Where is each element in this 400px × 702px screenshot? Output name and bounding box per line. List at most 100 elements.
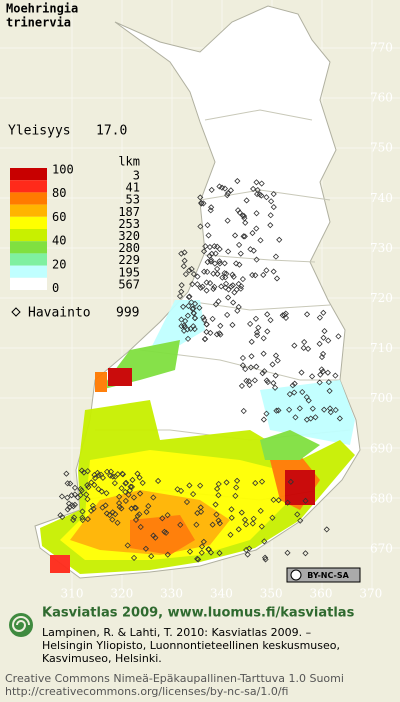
y-axis-label: 690 (370, 441, 393, 455)
observation-marker (69, 502, 76, 509)
observation-marker (224, 217, 231, 224)
observation-marker (228, 514, 235, 521)
observation-marker (212, 301, 220, 308)
scale-label: 100 (52, 163, 74, 177)
observation-marker (202, 243, 209, 250)
observation-marker (92, 475, 99, 482)
observation-marker (191, 300, 199, 307)
observation-marker (247, 364, 254, 371)
count-label: 3 (133, 169, 140, 183)
observation-marker (228, 283, 235, 290)
observation-marker (251, 377, 258, 384)
observation-marker (90, 505, 97, 512)
observation-marker (103, 510, 110, 517)
observation-marker (190, 309, 197, 316)
observation-marker (197, 194, 204, 201)
legend-swatch (10, 265, 47, 278)
observation-marker (132, 504, 139, 512)
observation-marker (206, 252, 213, 259)
observation-marker (275, 407, 282, 414)
observation-marker (103, 490, 110, 497)
observation-marker (270, 496, 277, 503)
observation-marker (263, 267, 270, 274)
observation-marker (209, 521, 216, 528)
observation-marker (253, 179, 260, 186)
observation-marker (234, 307, 241, 314)
observation-marker (319, 368, 327, 375)
observation-marker (180, 263, 187, 270)
observation-marker (326, 387, 333, 394)
observation-marker (282, 310, 289, 317)
observation-marker (198, 199, 205, 206)
observation-marker (57, 512, 64, 519)
observation-markers (57, 177, 343, 563)
observation-marker (229, 271, 236, 278)
observation-marker (98, 488, 105, 495)
observation-marker (325, 379, 332, 386)
observation-marker (64, 480, 71, 487)
observation-marker (273, 407, 280, 414)
observation-marker (260, 271, 267, 279)
observation-marker (181, 249, 188, 256)
observation-marker (289, 382, 296, 389)
observation-marker (216, 550, 223, 557)
observation-marker (176, 293, 184, 300)
observation-marker (267, 222, 274, 229)
observation-marker (183, 498, 191, 506)
observation-marker (210, 270, 217, 277)
observation-marker (225, 248, 232, 255)
observation-marker (253, 191, 261, 198)
count-label: 253 (118, 217, 140, 231)
observation-marker (216, 520, 223, 527)
observation-marker (291, 342, 298, 349)
observation-marker (130, 554, 138, 561)
observation-marker (83, 491, 90, 498)
observation-marker (241, 516, 249, 523)
observation-marker (269, 514, 276, 521)
observation-marker (215, 517, 222, 524)
observation-marker (320, 309, 327, 316)
count-label: 320 (118, 229, 140, 243)
observation-marker (112, 511, 119, 518)
observation-marker (312, 414, 319, 421)
observation-marker (80, 469, 87, 476)
observation-marker (296, 405, 303, 412)
y-axis-label: 670 (370, 542, 393, 556)
observation-marker (218, 283, 225, 290)
observation-marker (286, 391, 293, 398)
license-line: Creative Commons Nimeä-Epäkaupallinen-Ta… (5, 672, 344, 685)
observation-marker (150, 532, 157, 539)
observation-marker (240, 233, 247, 240)
observation-marker (203, 279, 210, 286)
observation-marker (217, 322, 224, 329)
scale-label: 60 (52, 210, 66, 224)
observation-marker (128, 505, 135, 512)
observation-marker (207, 279, 214, 287)
observation-marker (184, 326, 191, 333)
observation-marker (109, 473, 116, 480)
observation-marker (248, 338, 255, 345)
observation-marker (242, 219, 249, 226)
observation-marker (215, 298, 222, 305)
x-axis-label: 340 (210, 587, 233, 601)
observation-marker (77, 492, 84, 499)
license-badge (286, 567, 361, 583)
observation-marker (239, 276, 246, 283)
observation-marker (205, 546, 212, 553)
observation-marker (188, 299, 195, 306)
observation-marker (58, 493, 66, 500)
observation-marker (332, 372, 339, 379)
observation-marker (316, 314, 323, 321)
observation-marker (239, 354, 247, 362)
observation-marker (134, 512, 141, 519)
observation-marker (258, 180, 265, 187)
observation-marker (286, 406, 293, 413)
observation-marker (161, 528, 168, 535)
observation-marker (79, 514, 86, 521)
observation-marker (177, 487, 185, 494)
observation-marker (262, 556, 269, 563)
observation-marker (136, 474, 143, 481)
y-axis-label: 720 (370, 291, 393, 305)
observation-marker (291, 389, 298, 396)
observation-marker (107, 468, 115, 475)
